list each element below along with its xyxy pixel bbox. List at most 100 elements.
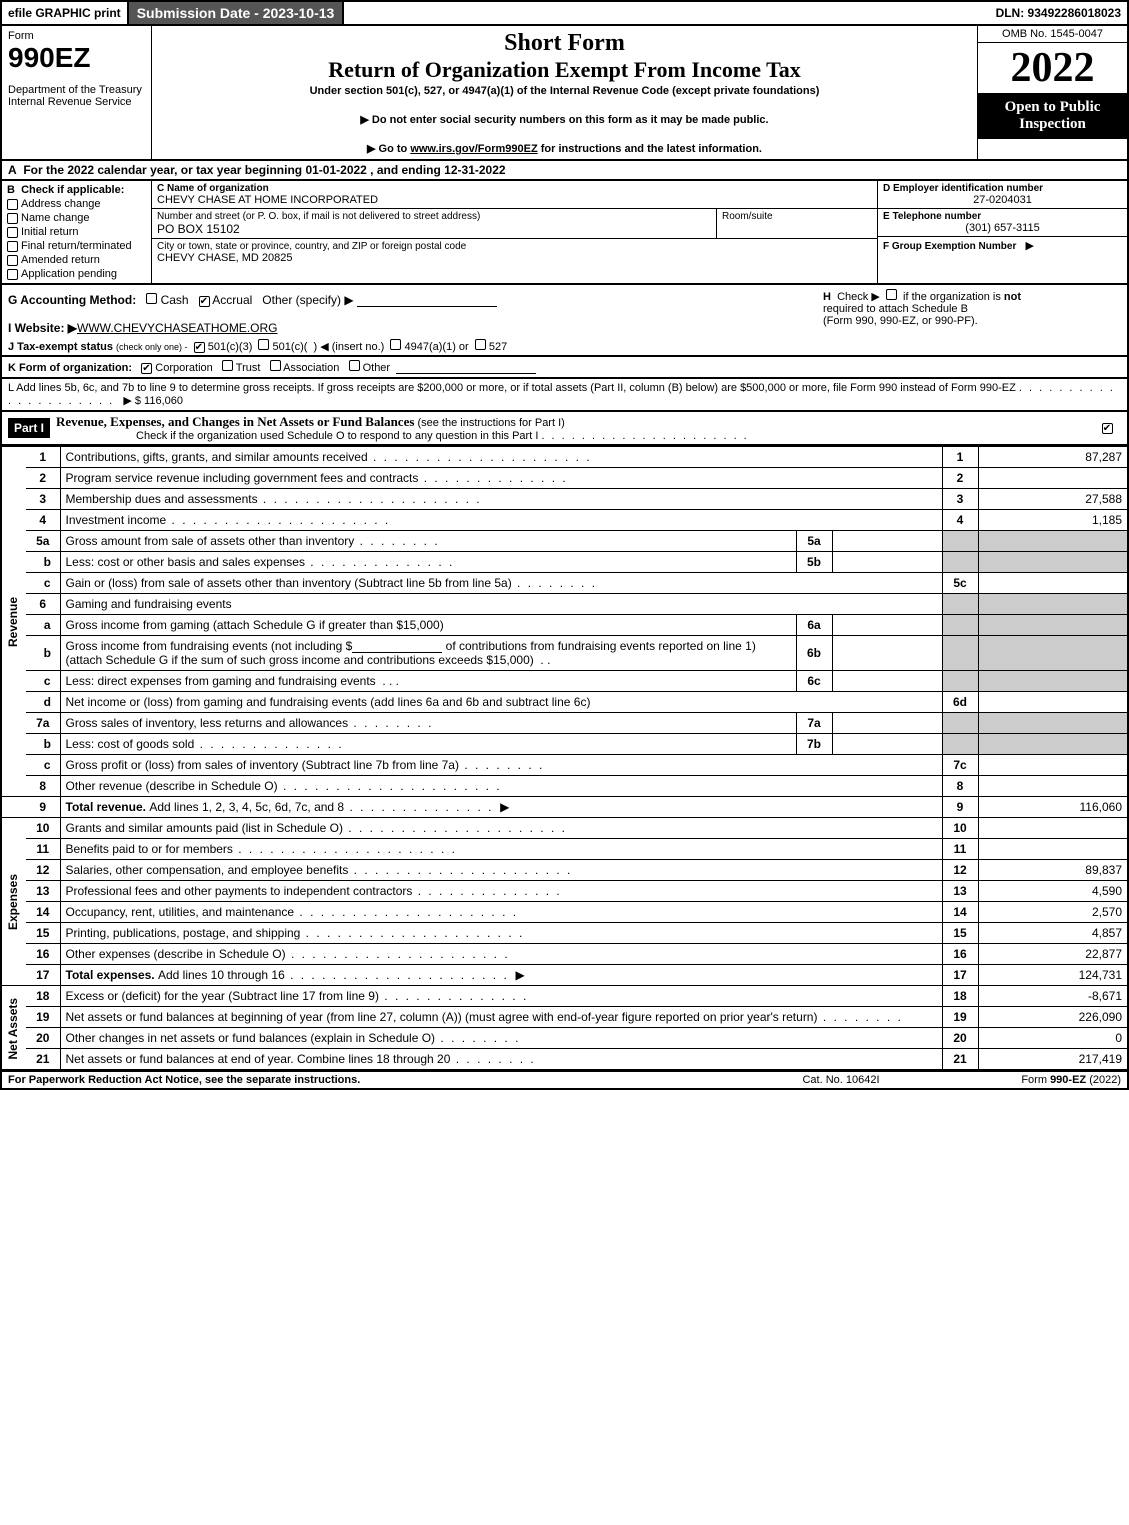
line-20-val: 0 [978,1028,1128,1049]
chk-accrual[interactable] [199,296,210,307]
line-9-desc-bold: Total revenue. [66,800,150,814]
line-18-val: -8,671 [978,986,1128,1007]
form-subtitle: Under section 501(c), 527, or 4947(a)(1)… [160,85,969,97]
line-15-val: 4,857 [978,923,1128,944]
b-label: Check if applicable: [21,184,124,196]
line-4-desc: Investment income [66,513,167,527]
line-6a-desc: Gross income from gaming (attach Schedul… [66,618,444,632]
line-17-desc-bold: Total expenses. [66,968,158,982]
chk-not-required-schedule-b[interactable] [886,289,897,300]
line-12-val: 89,837 [978,860,1128,881]
line-5c-val [978,573,1128,594]
org-name-label: C Name of organization [157,183,872,194]
chk-name-change-label: Name change [21,212,90,224]
line-5a-desc: Gross amount from sale of assets other t… [66,534,355,548]
ein-value: 27-0204031 [883,194,1122,206]
g-other-blank[interactable] [357,295,497,307]
efile-label: efile GRAPHIC print [2,4,127,22]
line-9: 9 Total revenue. Add lines 1, 2, 3, 4, 5… [1,797,1128,818]
line-2-desc: Program service revenue including govern… [66,471,419,485]
chk-application-pending[interactable]: Application pending [7,268,146,280]
chk-501c[interactable] [258,339,269,350]
line-8: 8 Other revenue (describe in Schedule O)… [1,776,1128,797]
line-5c-desc: Gain or (loss) from sale of assets other… [66,576,512,590]
footer-center: Cat. No. 10642I [741,1074,941,1086]
street-label: Number and street (or P. O. box, if mail… [157,211,711,222]
line-7b: b Less: cost of goods sold 7b [1,734,1128,755]
chk-corporation[interactable] [141,363,152,374]
chk-association[interactable] [270,360,281,371]
row-a-tax-year: A For the 2022 calendar year, or tax yea… [0,161,1129,181]
line-6c: c Less: direct expenses from gaming and … [1,671,1128,692]
line-15-desc: Printing, publications, postage, and shi… [66,926,301,940]
line-13-val: 4,590 [978,881,1128,902]
revenue-side-label: Revenue [1,447,26,797]
j-501c3: 501(c)(3) [208,341,253,353]
part-i-checknote: Check if the organization used Schedule … [136,430,538,442]
h-not: not [1004,291,1021,303]
j-4947: 4947(a)(1) or [405,341,469,353]
chk-address-change[interactable]: Address change [7,198,146,210]
line-19-desc: Net assets or fund balances at beginning… [66,1010,818,1024]
footer-right: Form 990-EZ (2022) [941,1074,1121,1086]
city-label: City or town, state or province, country… [157,241,872,252]
chk-527[interactable] [475,339,486,350]
header-right: OMB No. 1545-0047 2022 Open to Public In… [977,26,1127,159]
form-title: Return of Organization Exempt From Incom… [160,57,969,83]
row-l-gross-receipts: L Add lines 5b, 6c, and 7b to line 9 to … [0,379,1129,412]
arrow-icon: ▶ [1026,240,1034,252]
line-12-desc: Salaries, other compensation, and employ… [66,863,349,877]
chk-cash[interactable] [146,293,157,304]
section-bcdef: B Check if applicable: Address change Na… [0,181,1129,285]
line-6d-desc: Net income or (loss) from gaming and fun… [66,695,591,709]
line-7a: 7a Gross sales of inventory, less return… [1,713,1128,734]
line-17-desc: Add lines 10 through 16 [158,968,285,982]
form-label: Form [8,30,145,42]
col-b-checkboxes: B Check if applicable: Address change Na… [2,181,152,283]
row-gh: G Accounting Method: Cash Accrual Other … [0,285,1129,357]
chk-501c3[interactable] [194,342,205,353]
chk-final-return[interactable]: Final return/terminated [7,240,146,252]
open-to-public: Open to Public Inspection [978,93,1127,139]
chk-trust[interactable] [222,360,233,371]
line-5b-desc: Less: cost or other basis and sales expe… [66,555,305,569]
chk-schedule-o-part-i[interactable] [1102,423,1113,434]
line-14: 14 Occupancy, rent, utilities, and maint… [1,902,1128,923]
line-13-desc: Professional fees and other payments to … [66,884,413,898]
line-5a: 5a Gross amount from sale of assets othe… [1,531,1128,552]
website-value[interactable]: WWW.CHEVYCHASEATHOME.ORG [77,321,277,335]
line-10-val [978,818,1128,839]
k-other: Other [363,362,391,374]
line-5b: b Less: cost or other basis and sales ex… [1,552,1128,573]
chk-initial-return[interactable]: Initial return [7,226,146,238]
col-g-accounting: G Accounting Method: Cash Accrual Other … [2,285,817,355]
j-label: J Tax-exempt status [8,341,113,353]
k-assoc: Association [283,362,339,374]
line-18: Net Assets 18 Excess or (deficit) for th… [1,986,1128,1007]
line-9-val: 116,060 [978,797,1128,818]
phone-label: E Telephone number [883,211,1122,222]
line-1: Revenue 1 Contributions, gifts, grants, … [1,447,1128,468]
line-17: 17 Total expenses. Add lines 10 through … [1,965,1128,986]
chk-amended-return[interactable]: Amended return [7,254,146,266]
note-goto-pre: ▶ Go to [367,143,410,155]
cell-ein: D Employer identification number 27-0204… [878,181,1127,209]
chk-name-change[interactable]: Name change [7,212,146,224]
line-3-desc: Membership dues and assessments [66,492,258,506]
k-other-blank[interactable] [396,362,536,374]
note-ssn: ▶ Do not enter social security numbers o… [160,113,969,126]
chk-other-org[interactable] [349,360,360,371]
irs-link[interactable]: www.irs.gov/Form990EZ [410,143,537,155]
line-15: 15 Printing, publications, postage, and … [1,923,1128,944]
h-text4: (Form 990, 990-EZ, or 990-PF). [823,315,978,327]
line-7c-val [978,755,1128,776]
line-16: 16 Other expenses (describe in Schedule … [1,944,1128,965]
room-label: Room/suite [722,211,872,222]
chk-4947[interactable] [390,339,401,350]
l-text: L Add lines 5b, 6c, and 7b to line 9 to … [8,382,1016,394]
footer-right-post: (2022) [1086,1074,1121,1086]
h-text3: required to attach Schedule B [823,303,968,315]
footer-left: For Paperwork Reduction Act Notice, see … [8,1074,741,1086]
group-exemption-label: F Group Exemption Number [883,241,1016,252]
l-value: $ 116,060 [135,395,183,407]
